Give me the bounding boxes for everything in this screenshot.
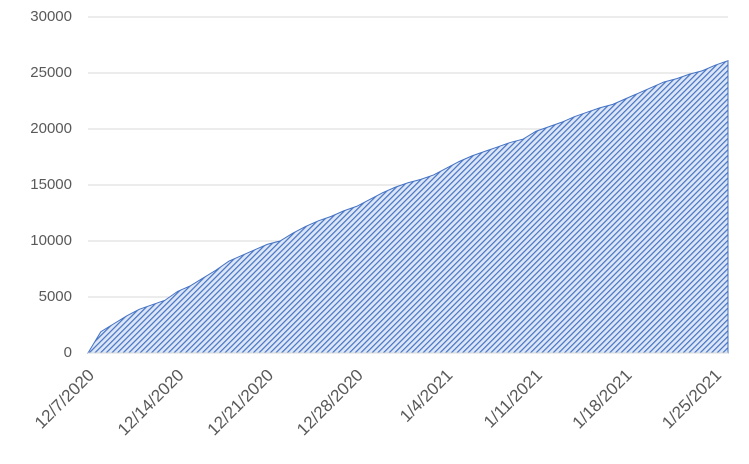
y-tick-label: 25000 [30,64,72,81]
x-tick-label: 12/7/2020 [31,366,98,433]
x-tick-label: 1/25/2021 [658,366,725,433]
y-tick-label: 30000 [30,8,72,25]
area [87,59,729,354]
y-tick-label: 5000 [39,288,72,305]
y-tick-label: 20000 [30,120,72,137]
x-tick-label: 12/21/2020 [204,366,278,440]
x-tick-label: 1/18/2021 [569,366,636,433]
x-tick-label: 12/28/2020 [293,366,367,440]
x-tick-label: 12/14/2020 [114,366,188,440]
x-tick-label: 1/4/2021 [396,366,456,426]
y-tick-label: 10000 [30,232,72,249]
y-tick-label: 15000 [30,176,72,193]
x-tick-label: 1/11/2021 [480,366,546,432]
y-tick-label: 0 [64,344,72,361]
